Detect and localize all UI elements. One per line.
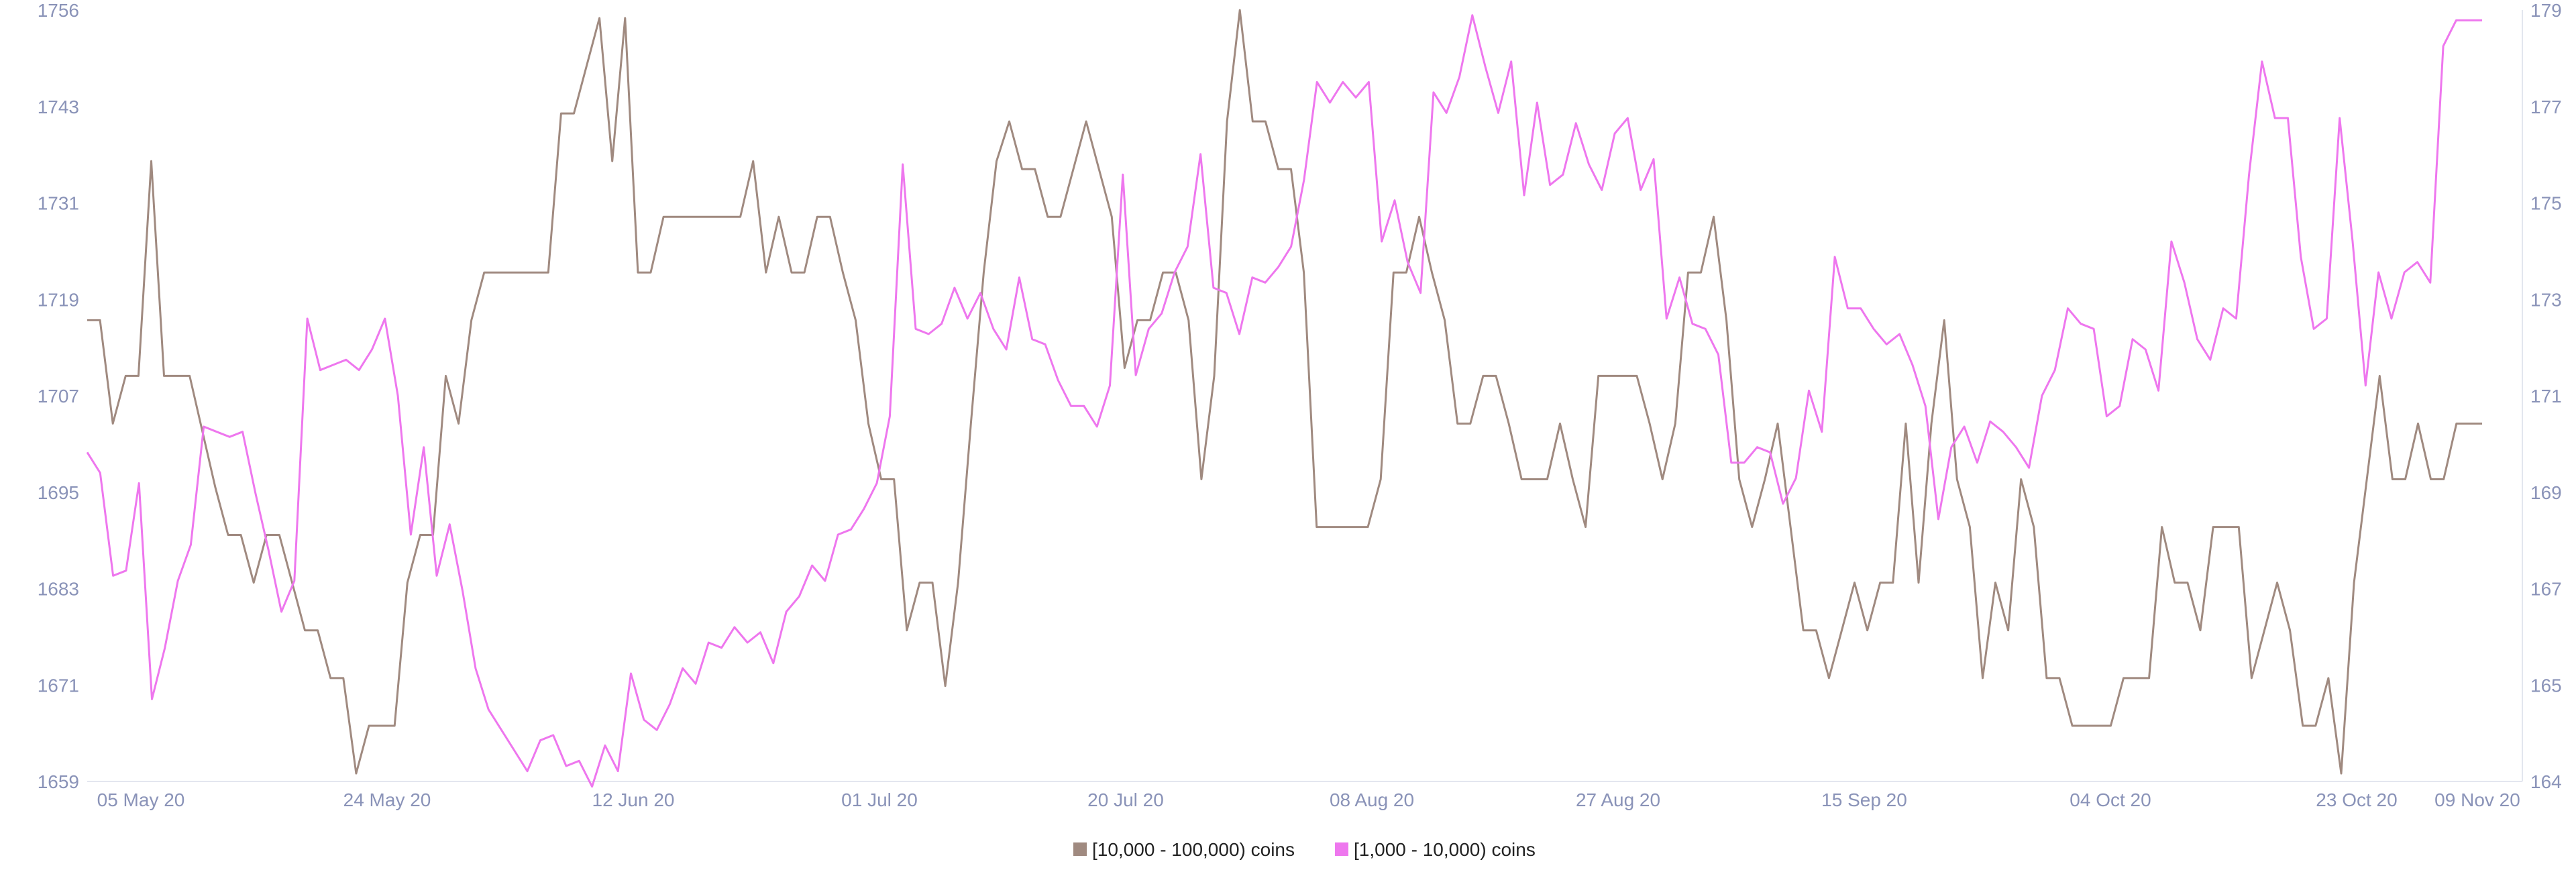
y-left-tick-label: 1731 bbox=[38, 193, 79, 214]
x-tick-label: 08 Aug 20 bbox=[1330, 789, 1414, 810]
y-axis-right: 164 165 167 169 171 173 175 177 179 bbox=[2530, 0, 2562, 792]
legend-label: [10,000 - 100,000) coins bbox=[1092, 839, 1295, 860]
x-tick-label: 04 Oct 20 bbox=[2070, 789, 2151, 810]
y-left-tick-label: 1743 bbox=[38, 97, 79, 117]
y-left-tick-label: 1671 bbox=[38, 675, 79, 696]
y-right-tick-label: 175 bbox=[2530, 193, 2562, 214]
x-tick-label: 12 Jun 20 bbox=[592, 789, 675, 810]
x-tick-label: 09 Nov 20 bbox=[2434, 789, 2520, 810]
y-left-tick-label: 1707 bbox=[38, 386, 79, 406]
x-tick-label: 23 Oct 20 bbox=[2316, 789, 2397, 810]
series-line-2 bbox=[86, 14, 2482, 788]
y-left-tick-label: 1659 bbox=[38, 771, 79, 792]
x-axis: 05 May 20 24 May 20 12 Jun 20 01 Jul 20 20 J… bbox=[97, 789, 2520, 810]
y-left-tick-label: 1719 bbox=[38, 289, 79, 310]
legend-swatch bbox=[1335, 842, 1348, 856]
x-tick-label: 01 Jul 20 bbox=[841, 789, 918, 810]
y-right-tick-label: 179 bbox=[2530, 0, 2562, 21]
legend-item-2[interactable]: [1,000 - 10,000) coins bbox=[1335, 839, 1536, 860]
y-left-tick-label: 1695 bbox=[38, 482, 79, 503]
y-axis-left: 1659 1671 1683 1695 1707 1719 1731 1743 1756 bbox=[38, 0, 79, 792]
y-right-tick-label: 177 bbox=[2530, 97, 2562, 117]
y-right-tick-label: 173 bbox=[2530, 289, 2562, 310]
legend-label: [1,000 - 10,000) coins bbox=[1354, 839, 1536, 860]
y-right-tick-label: 169 bbox=[2530, 482, 2562, 503]
x-tick-label: 15 Sep 20 bbox=[1821, 789, 1907, 810]
y-right-tick-label: 167 bbox=[2530, 579, 2562, 600]
series-layer bbox=[86, 9, 2482, 788]
x-tick-label: 24 May 20 bbox=[343, 789, 431, 810]
legend-item-1[interactable]: [10,000 - 100,000) coins bbox=[1073, 839, 1295, 860]
x-tick-label: 27 Aug 20 bbox=[1576, 789, 1660, 810]
legend[interactable]: [10,000 - 100,000) coins [1,000 - 10,000)… bbox=[1073, 839, 1536, 860]
y-right-tick-label: 165 bbox=[2530, 675, 2562, 696]
y-left-tick-label: 1683 bbox=[38, 579, 79, 600]
legend-swatch bbox=[1073, 842, 1087, 856]
y-left-tick-label: 1756 bbox=[38, 0, 79, 21]
y-right-tick-label: 171 bbox=[2530, 386, 2562, 406]
plot-area bbox=[87, 10, 2523, 782]
series-line-1 bbox=[87, 9, 2482, 775]
y-right-tick-label: 164 bbox=[2530, 771, 2562, 792]
x-tick-label: 05 May 20 bbox=[97, 789, 185, 810]
x-tick-label: 20 Jul 20 bbox=[1087, 789, 1164, 810]
